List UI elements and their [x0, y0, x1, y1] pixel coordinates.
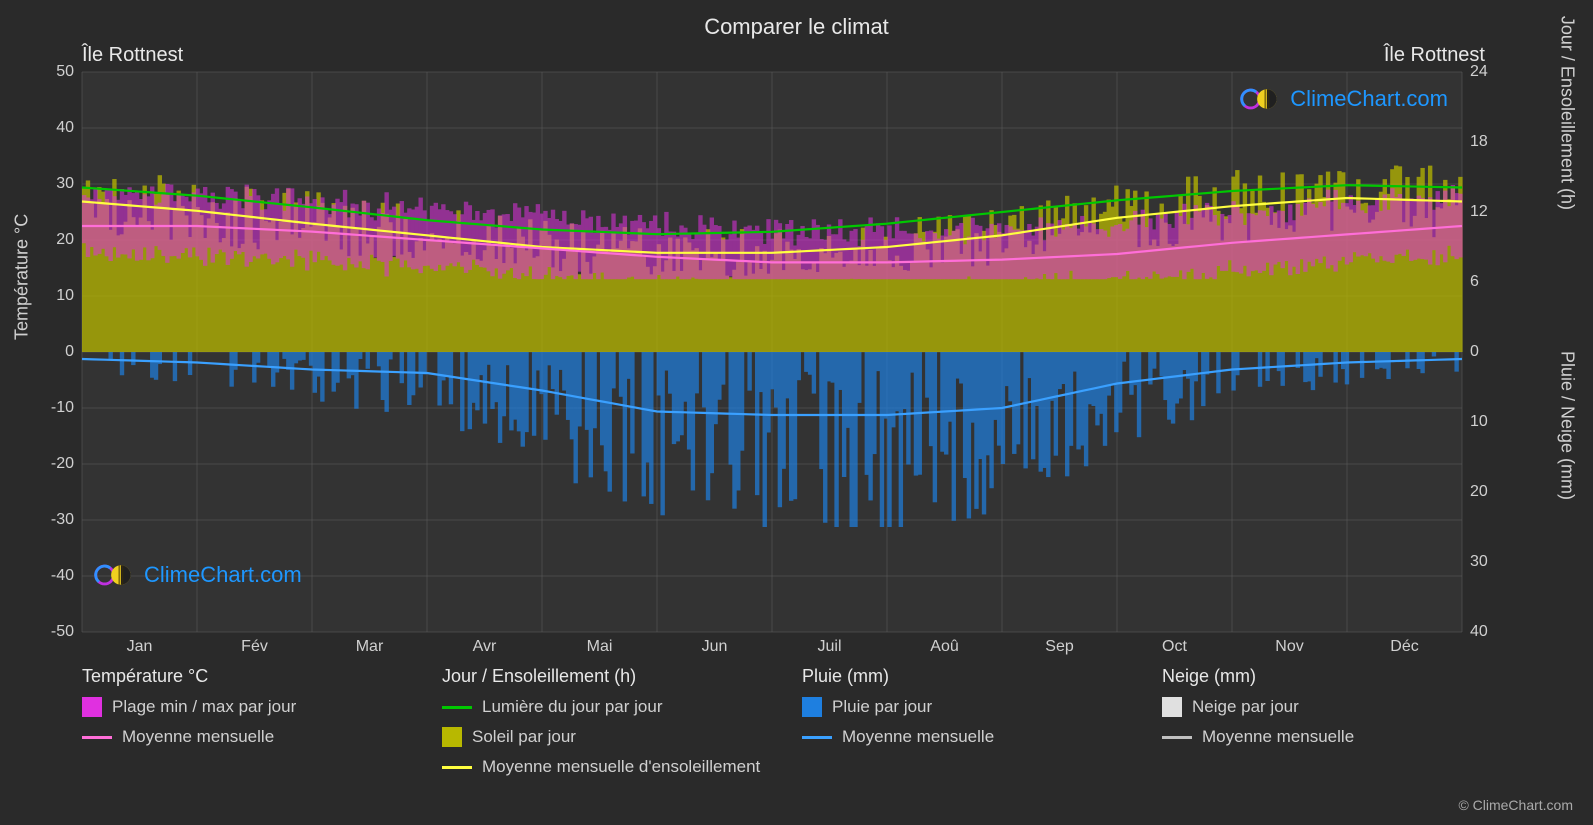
legend-label: Pluie par jour — [832, 697, 932, 717]
plot-area: -50-40-30-20-1001020304050 0612182410203… — [82, 72, 1462, 632]
legend-label: Soleil par jour — [472, 727, 576, 747]
location-label-left: Île Rottnest — [82, 44, 183, 67]
y-left-tick: 50 — [56, 63, 74, 81]
legend-swatch-icon — [82, 697, 102, 717]
legend-title: Température °C — [82, 666, 422, 687]
legend-column: Neige (mm) Neige par jour Moyenne mensuell… — [1162, 666, 1502, 787]
x-tick: Jan — [127, 638, 153, 656]
y-axis-right-top-label: Jour / Ensoleillement (h) — [1557, 16, 1578, 210]
legend-column: Pluie (mm) Pluie par jour Moyenne mensuell… — [802, 666, 1142, 787]
legend-item: Moyenne mensuelle d'ensoleillement — [442, 757, 782, 777]
legend-label: Moyenne mensuelle d'ensoleillement — [482, 757, 760, 777]
y-left-tick: 20 — [56, 231, 74, 249]
y-left-tick: -20 — [51, 455, 74, 473]
legend-item: Plage min / max par jour — [82, 697, 422, 717]
legend-swatch-icon — [442, 706, 472, 709]
y-right-tick: 12 — [1470, 203, 1488, 221]
credit: © ClimeChart.com — [1458, 797, 1573, 813]
brand-text: ClimeChart.com — [1290, 86, 1448, 112]
y-left-tick: -40 — [51, 567, 74, 585]
x-tick: Mai — [587, 638, 613, 656]
legend-swatch-icon — [1162, 697, 1182, 717]
y-right-tick: 20 — [1470, 483, 1488, 501]
x-tick: Nov — [1275, 638, 1303, 656]
legend-item: Moyenne mensuelle — [802, 727, 1142, 747]
y-axis-right-bottom-label: Pluie / Neige (mm) — [1557, 351, 1578, 500]
y-right-tick: 10 — [1470, 413, 1488, 431]
x-tick: Jun — [702, 638, 728, 656]
y-left-tick: -30 — [51, 511, 74, 529]
legend-item: Neige par jour — [1162, 697, 1502, 717]
legend-item: Moyenne mensuelle — [82, 727, 422, 747]
x-tick: Aoû — [930, 638, 958, 656]
y-left-tick: 30 — [56, 175, 74, 193]
legend-column: Température °C Plage min / max par jour Mo… — [82, 666, 422, 787]
legend-swatch-icon — [1162, 736, 1192, 739]
y-right-tick: 0 — [1470, 343, 1479, 361]
y-right-tick: 30 — [1470, 553, 1488, 571]
x-tick: Fév — [241, 638, 268, 656]
legend-item: Pluie par jour — [802, 697, 1142, 717]
brand-logo-icon — [1242, 86, 1282, 112]
x-tick: Déc — [1390, 638, 1418, 656]
legend-swatch-icon — [802, 736, 832, 739]
y-right-tick: 40 — [1470, 623, 1488, 641]
legend-title: Jour / Ensoleillement (h) — [442, 666, 782, 687]
x-tick: Avr — [473, 638, 497, 656]
legend-swatch-icon — [82, 736, 112, 739]
legend-item: Moyenne mensuelle — [1162, 727, 1502, 747]
chart-svg — [82, 72, 1462, 632]
legend-label: Moyenne mensuelle — [122, 727, 274, 747]
watermark-bottom: ClimeChart.com — [96, 562, 302, 588]
legend-label: Plage min / max par jour — [112, 697, 296, 717]
legend-label: Lumière du jour par jour — [482, 697, 662, 717]
legend-title: Pluie (mm) — [802, 666, 1142, 687]
brand-text: ClimeChart.com — [144, 562, 302, 588]
legend-item: Lumière du jour par jour — [442, 697, 782, 717]
y-left-tick: 0 — [65, 343, 74, 361]
y-left-tick: 10 — [56, 287, 74, 305]
y-axis-left-label: Température °C — [12, 214, 33, 340]
y-left-tick: -10 — [51, 399, 74, 417]
y-left-tick: -50 — [51, 623, 74, 641]
y-right-tick: 18 — [1470, 133, 1488, 151]
legend-title: Neige (mm) — [1162, 666, 1502, 687]
chart-title: Comparer le climat — [0, 0, 1593, 40]
y-right-tick: 6 — [1470, 273, 1479, 291]
y-left-tick: 40 — [56, 119, 74, 137]
legend-swatch-icon — [442, 727, 462, 747]
legend-swatch-icon — [802, 697, 822, 717]
legend: Température °C Plage min / max par jour Mo… — [82, 666, 1502, 787]
x-tick: Oct — [1162, 638, 1187, 656]
legend-item: Soleil par jour — [442, 727, 782, 747]
watermark-top: ClimeChart.com — [1242, 86, 1448, 112]
x-tick: Sep — [1045, 638, 1073, 656]
x-tick: Mar — [356, 638, 384, 656]
brand-logo-icon — [96, 562, 136, 588]
legend-swatch-icon — [442, 766, 472, 769]
legend-label: Neige par jour — [1192, 697, 1299, 717]
legend-label: Moyenne mensuelle — [1202, 727, 1354, 747]
y-right-tick: 24 — [1470, 63, 1488, 81]
legend-label: Moyenne mensuelle — [842, 727, 994, 747]
x-tick: Juil — [817, 638, 841, 656]
legend-column: Jour / Ensoleillement (h) Lumière du jour… — [442, 666, 782, 787]
